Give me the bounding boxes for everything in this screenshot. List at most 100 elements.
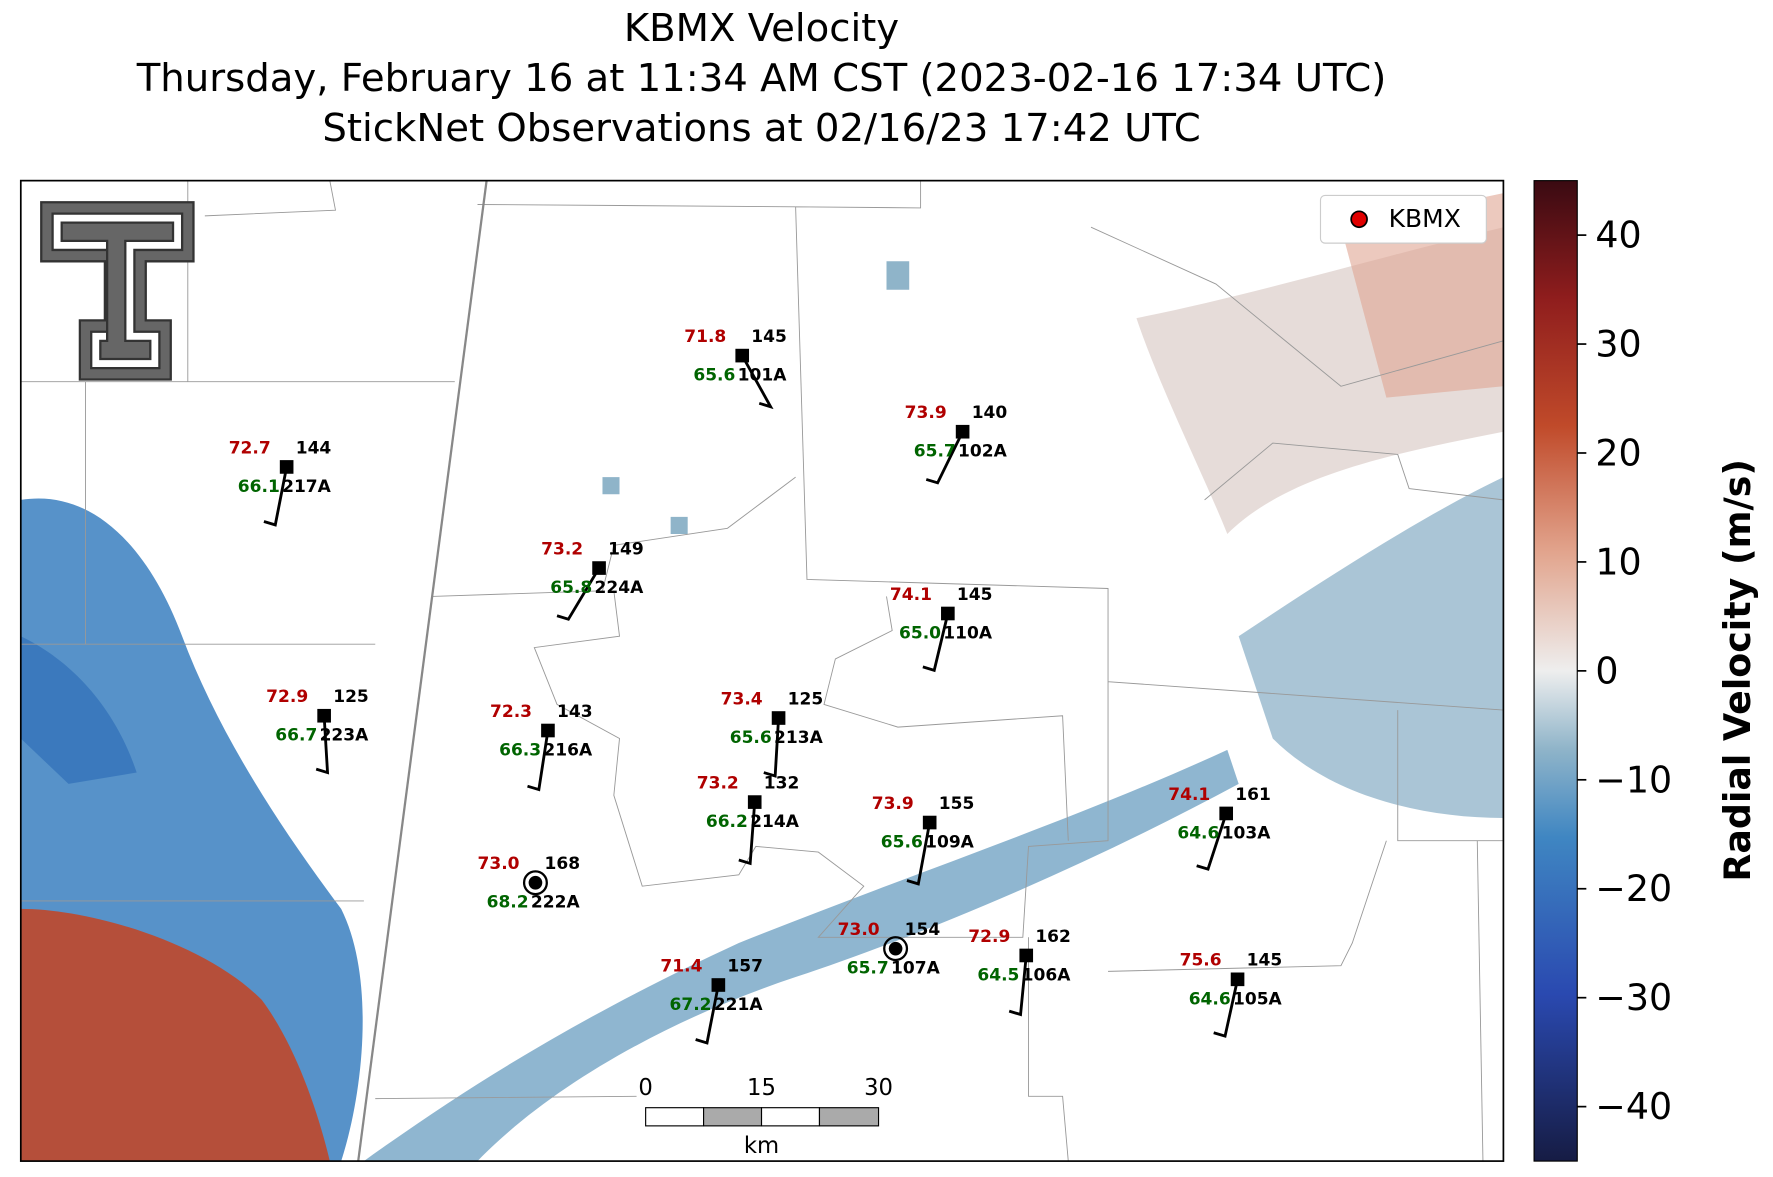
dewpoint: 65.7 xyxy=(847,959,889,979)
colorbar-tick-label: 20 xyxy=(1595,431,1641,474)
scale-unit: km xyxy=(744,1133,779,1159)
wind-barb xyxy=(263,466,289,527)
colorbar-tick-label: −30 xyxy=(1595,976,1672,1019)
colorbar-tick-label: 0 xyxy=(1595,649,1618,692)
station-id: 216A xyxy=(543,741,593,761)
dewpoint: 66.3 xyxy=(499,741,541,761)
colorbar-label: Radial Velocity (m/s) xyxy=(1716,459,1759,882)
temperature: 75.6 xyxy=(1180,951,1222,971)
station-value: 155 xyxy=(939,794,975,814)
legend-label: KBMX xyxy=(1389,204,1461,233)
station-marker xyxy=(735,348,750,363)
dewpoint: 66.2 xyxy=(706,812,748,832)
station-value: 132 xyxy=(764,773,800,793)
wind-barb xyxy=(740,354,774,410)
temperature: 73.9 xyxy=(905,403,947,423)
wind-barb xyxy=(1196,813,1228,871)
station-marker xyxy=(941,606,955,621)
station-marker xyxy=(317,708,331,723)
temperature: 73.2 xyxy=(541,539,583,559)
station-id: 101A xyxy=(738,366,788,386)
dewpoint: 65.0 xyxy=(899,623,941,643)
station-value: 125 xyxy=(333,687,369,707)
dewpoint: 67.2 xyxy=(670,995,712,1015)
station-id: 107A xyxy=(891,959,941,979)
station-value: 149 xyxy=(608,539,644,559)
station-value: 161 xyxy=(1235,785,1271,805)
legend-box xyxy=(1319,194,1487,244)
wind-barb xyxy=(1008,955,1028,1017)
station-id: 213A xyxy=(774,728,824,748)
temperature: 73.4 xyxy=(721,689,763,709)
station-value: 143 xyxy=(557,702,593,722)
station-value: 145 xyxy=(957,585,993,605)
station-id: 222A xyxy=(531,893,581,913)
station-id: 214A xyxy=(750,812,800,832)
subtitle: Thursday, February 16 at 11:34 AM CST (2… xyxy=(136,56,1387,101)
colorbar-ticks: −40 −30 −20 −10 0 10 20 30 40 xyxy=(1577,214,1672,1128)
station-id: 223A xyxy=(320,726,370,746)
station-value: 154 xyxy=(905,920,941,940)
dewpoint: 64.6 xyxy=(1189,989,1231,1009)
station-value: 140 xyxy=(972,403,1008,423)
temperature: 72.7 xyxy=(229,438,271,458)
scale-label: 0 xyxy=(638,1075,652,1101)
legend: KBMX xyxy=(1319,194,1487,244)
colorbar-tick-label: 30 xyxy=(1595,323,1641,366)
temperature: 73.0 xyxy=(478,854,520,874)
scale-label: 30 xyxy=(864,1075,893,1101)
colorbar xyxy=(1533,180,1578,1162)
station-id: 103A xyxy=(1222,823,1272,843)
dewpoint: 64.5 xyxy=(977,965,1019,985)
dewpoint: 64.6 xyxy=(1177,823,1219,843)
station-id: 106A xyxy=(1022,965,1072,985)
station-value: 145 xyxy=(751,327,787,347)
station-value: 145 xyxy=(1247,951,1283,971)
station-value: 144 xyxy=(296,438,332,458)
map-frame xyxy=(19,179,1505,1162)
station-marker xyxy=(279,460,294,474)
station-value: 162 xyxy=(1035,927,1071,947)
wind-barb xyxy=(925,431,964,485)
wind-barb xyxy=(527,730,550,792)
dewpoint: 68.2 xyxy=(487,893,529,913)
station-marker xyxy=(955,424,970,439)
temperature: 73.0 xyxy=(838,920,880,940)
station-marker xyxy=(1019,948,1034,963)
station-id: 109A xyxy=(925,833,975,853)
dewpoint: 65.6 xyxy=(693,366,735,386)
temperature: 71.8 xyxy=(684,327,726,347)
wind-barb xyxy=(695,984,720,1045)
dewpoint: 65.7 xyxy=(914,442,956,462)
station-marker xyxy=(592,561,606,575)
dewpoint: 65.8 xyxy=(550,578,592,598)
station-marker xyxy=(528,875,543,890)
temperature: 72.9 xyxy=(968,927,1010,947)
station-marker xyxy=(888,941,903,956)
observation-time: StickNet Observations at 02/16/23 17:42 … xyxy=(322,106,1200,151)
wind-barb xyxy=(738,801,757,866)
station-id: 221A xyxy=(714,995,764,1015)
station-id: 102A xyxy=(958,442,1008,462)
station-value: 125 xyxy=(788,689,824,709)
station-marker xyxy=(747,795,762,809)
dewpoint: 65.6 xyxy=(881,833,923,853)
station-marker xyxy=(922,815,937,830)
wind-barb xyxy=(922,613,950,673)
wind-barb xyxy=(556,567,601,621)
station-marker xyxy=(1230,972,1245,987)
station-value: 168 xyxy=(545,854,581,874)
station-id: 224A xyxy=(595,578,645,598)
temperature: 72.9 xyxy=(266,687,308,707)
scale-label: 15 xyxy=(747,1075,776,1101)
station-marker xyxy=(771,711,786,725)
dewpoint: 66.7 xyxy=(275,726,317,746)
radar-field xyxy=(20,193,1504,1162)
legend-marker xyxy=(1350,210,1368,229)
temperature: 74.1 xyxy=(1168,785,1210,805)
wind-barb xyxy=(315,715,330,775)
station-marker xyxy=(541,723,555,738)
logo xyxy=(40,201,195,381)
colorbar-tick-label: −40 xyxy=(1595,1085,1672,1128)
